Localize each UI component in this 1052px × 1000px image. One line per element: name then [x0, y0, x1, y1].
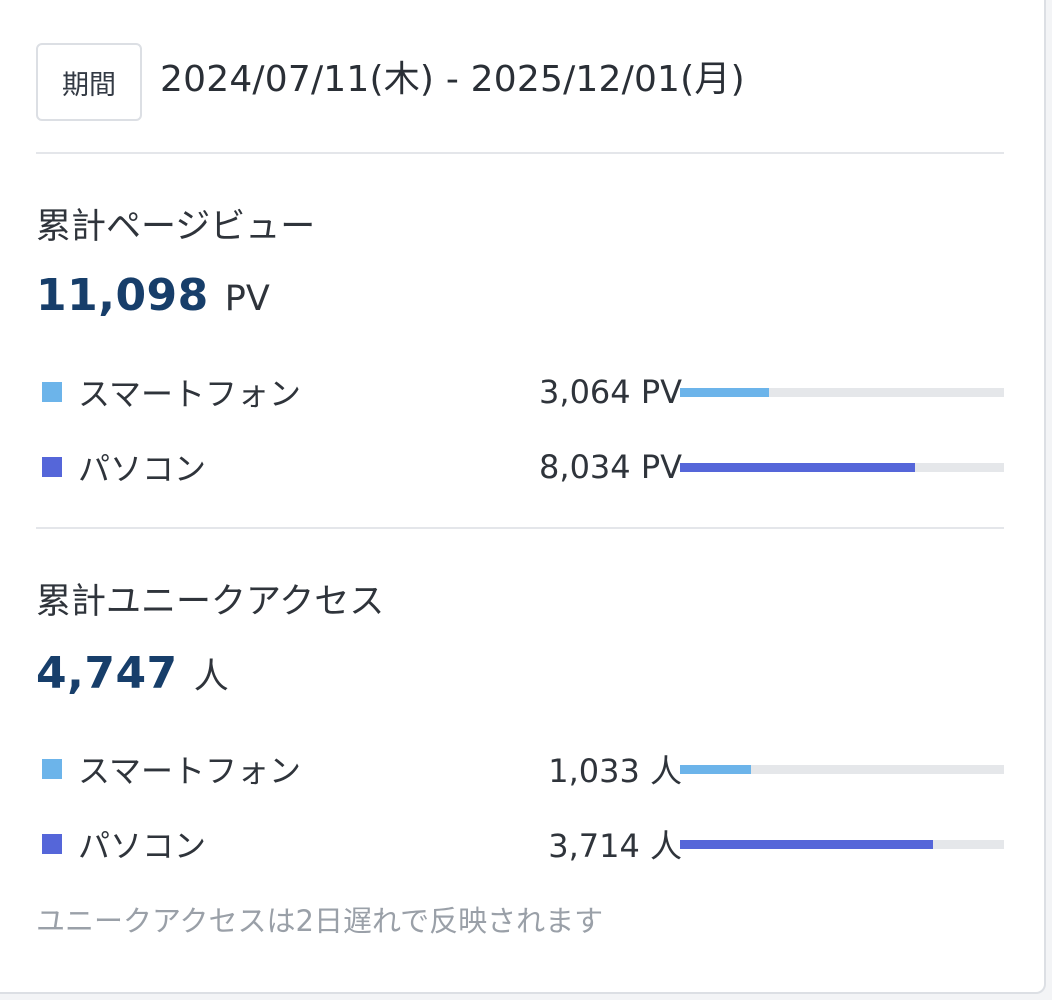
share-bar-fill: [680, 840, 934, 849]
smartphone-swatch-icon: [42, 759, 62, 779]
share-bar: [680, 840, 1004, 849]
divider: [36, 152, 1004, 154]
row-value: 3,714 人: [548, 827, 682, 865]
row-label: パソコン: [78, 450, 207, 488]
pc-swatch-icon: [42, 834, 62, 854]
row-value: 1,033 人: [548, 752, 682, 790]
note-text: ユニークアクセスは2日遅れで反映されます: [36, 904, 604, 938]
pageviews-title: 累計ページビュー: [36, 207, 316, 247]
unique-total: 4,747 人: [36, 648, 229, 699]
period-range: 2024/07/11(木) - 2025/12/01(月): [160, 59, 745, 100]
share-bar-fill: [680, 388, 770, 397]
pc-swatch-icon: [42, 457, 62, 477]
row-value: 8,034 PV: [539, 448, 682, 486]
period-badge: 期間: [36, 43, 142, 121]
smartphone-swatch-icon: [42, 382, 62, 402]
unique-row-pc: パソコン 3,714 人: [36, 822, 1004, 866]
unique-title: 累計ユニークアクセス: [36, 582, 385, 622]
share-bar: [680, 463, 1004, 472]
pageviews-total: 11,098 PV: [36, 270, 270, 321]
row-label: パソコン: [78, 827, 207, 865]
share-bar: [680, 765, 1004, 774]
share-bar-fill: [680, 463, 915, 472]
row-value: 3,064 PV: [539, 373, 682, 411]
divider: [36, 527, 1004, 529]
unique-row-smartphone: スマートフォン 1,033 人: [36, 747, 1004, 791]
share-bar: [680, 388, 1004, 397]
pageviews-total-unit: PV: [224, 279, 270, 319]
pageviews-row-pc: パソコン 8,034 PV: [36, 445, 1004, 489]
pageviews-total-value: 11,098: [36, 270, 209, 321]
row-label: スマートフォン: [78, 375, 302, 413]
unique-total-unit: 人: [193, 657, 229, 697]
share-bar-fill: [680, 765, 751, 774]
period-row: 期間 2024/07/11(木) - 2025/12/01(月): [36, 42, 745, 122]
row-label: スマートフォン: [78, 752, 302, 790]
unique-total-value: 4,747: [36, 648, 178, 699]
pageviews-row-smartphone: スマートフォン 3,064 PV: [36, 370, 1004, 414]
